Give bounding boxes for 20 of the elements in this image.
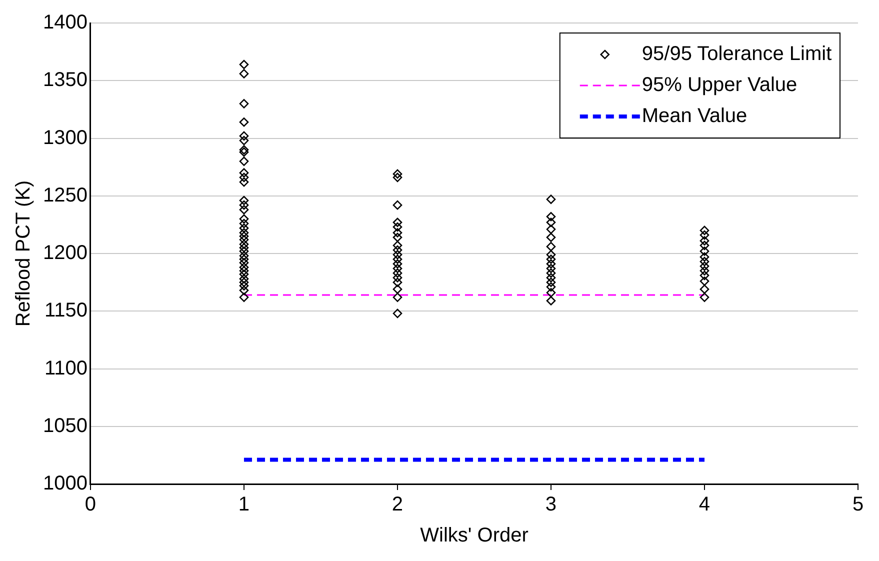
y-tick-label: 1400 (42, 12, 88, 34)
x-tick-label: 2 (392, 494, 404, 516)
y-tick-label: 1250 (42, 184, 88, 206)
y-tick-label: 1300 (42, 126, 88, 149)
x-tick-label: 3 (545, 494, 557, 516)
x-tick-label: 0 (84, 494, 96, 516)
x-tick-label: 4 (698, 494, 710, 516)
y-tick-label: 1200 (42, 242, 88, 264)
y-axis-title: Reflood PCT (K) (12, 180, 35, 327)
y-tick-label: 1350 (42, 69, 88, 92)
y-tick-label: 1000 (42, 472, 88, 495)
legend-label: 95/95 Tolerance Limit (642, 43, 832, 66)
y-tick-label: 1150 (44, 300, 88, 322)
x-tick-label: 5 (852, 494, 864, 516)
legend-label: 95% Upper Value (642, 74, 798, 96)
x-axis-title: Wilks' Order (420, 524, 529, 547)
y-tick-label: 1050 (42, 414, 88, 437)
y-tick-label: 1100 (44, 357, 88, 380)
legend-label: Mean Value (642, 105, 748, 128)
x-tick-label: 1 (238, 494, 250, 516)
